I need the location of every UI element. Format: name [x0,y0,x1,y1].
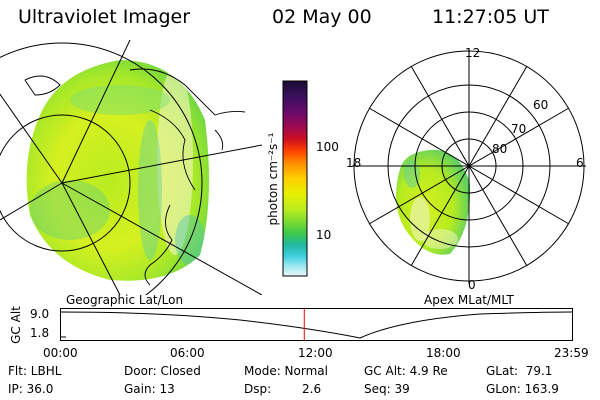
geographic-panel-label: Geographic Lat/Lon [66,293,184,307]
mode-info: Mode: Normal [244,364,328,378]
geo-grid-lines [0,40,262,295]
altitude-plot [60,308,573,341]
altitude-xtick-0600: 06:00 [170,346,205,360]
geo-coastlines [24,68,246,286]
seq-info: Seq: 39 [364,382,410,396]
filter-info: Flt: LBHL [8,364,62,378]
altitude-xtick-1800: 18:00 [426,346,461,360]
apex-grid-lines [352,49,586,284]
instrument-title: Ultraviolet Imager [18,6,191,28]
mlat-label-60: 60 [533,98,549,112]
mlat-label-70: 70 [511,122,527,136]
glat-info: GLat: 79.1 [486,364,553,378]
ip-info: IP: 36.0 [8,382,54,396]
altitude-xtick-0000: 00:00 [43,346,78,360]
gc-alt-info: GC Alt: 4.9 Re [364,364,448,378]
apex-polar-plot [352,49,586,284]
colorbar-unit-label: photon cm⁻²s⁻¹ [266,132,280,226]
dsp-label: Dsp: [244,382,272,396]
geo-emission-texture [30,65,205,265]
time-label: 11:27:05 UT [432,6,549,28]
altitude-ylabel: GC Alt [9,306,23,344]
altitude-xtick-1200: 12:00 [298,346,333,360]
apex-panel-label: Apex MLat/MLT [424,293,514,307]
gain-info: Gain: 13 [124,382,175,396]
altitude-ytick-high: 9.0 [30,307,50,321]
altitude-xtick-2359: 23:59 [554,346,589,360]
colorbar-tick-10: 10 [316,228,332,242]
date-label: 02 May 00 [272,6,372,28]
dsp-value: 2.6 [302,382,322,396]
mlat-label-80: 80 [492,142,508,156]
door-info: Door: Closed [124,364,201,378]
mlt-label-6: 6 [576,156,584,170]
colorbar [282,80,308,277]
glon-info: GLon: 163.9 [486,382,559,396]
colorbar-scale [282,80,308,277]
colorbar-tick-100: 100 [316,140,339,154]
mlt-label-18: 18 [346,156,362,170]
altitude-curve [60,311,573,339]
geographic-image [0,40,262,295]
mlt-label-12: 12 [465,46,481,60]
altitude-ytick-low: 1.8 [30,326,50,340]
mlt-label-0: 0 [468,278,476,292]
